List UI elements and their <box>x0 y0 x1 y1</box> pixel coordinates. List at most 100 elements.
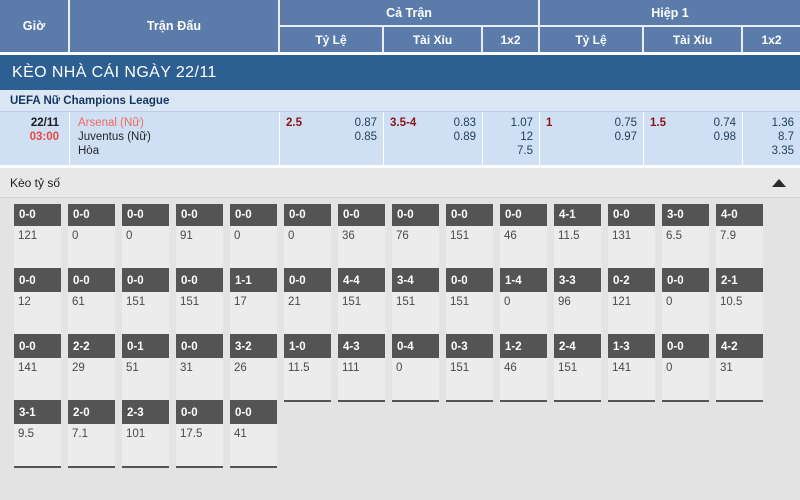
header-sub-ft-overunder[interactable]: Tài Xỉu <box>384 27 483 52</box>
score-cell[interactable]: 3-0 6.5 <box>662 204 709 270</box>
h1-1x2-odd-home[interactable]: 1.36 <box>771 117 794 129</box>
score-cell[interactable]: 0-0 121 <box>14 204 61 270</box>
score-cell[interactable]: 1-3 141 <box>608 336 655 402</box>
score-cell[interactable]: 0-0 31 <box>176 336 223 402</box>
header-sub-h1-handicap[interactable]: Tỷ Lệ <box>540 27 644 52</box>
h1-overunder-odd-2[interactable]: 0.98 <box>713 131 736 143</box>
match-kickoff-time: 03:00 <box>29 131 59 143</box>
score-cell[interactable]: 0-0 0 <box>230 204 277 270</box>
ft-overunder-line[interactable]: 3.5-4 <box>390 117 417 129</box>
caret-up-icon[interactable] <box>772 178 786 187</box>
score-cell[interactable]: 0-0 76 <box>392 204 439 270</box>
score-odd: 41 <box>234 428 247 440</box>
score-cell[interactable]: 3-4 151 <box>392 270 439 336</box>
score-chip: 0-0 <box>608 204 655 226</box>
ft-handicap-line[interactable]: 2.5 <box>286 117 302 129</box>
score-cell[interactable]: 0-0 0 <box>662 270 709 336</box>
score-cell[interactable]: 1-1 17 <box>230 270 277 336</box>
h1-overunder-line[interactable]: 1.5 <box>650 117 666 129</box>
score-cell[interactable]: 0-0 21 <box>284 270 331 336</box>
score-cell[interactable]: 0-0 12 <box>14 270 61 336</box>
ft-1x2-odd-home[interactable]: 1.07 <box>510 117 533 129</box>
score-cell[interactable]: 0-0 0 <box>662 336 709 402</box>
h1-handicap-odd-1[interactable]: 0.75 <box>614 117 637 129</box>
score-cell[interactable]: 1-4 0 <box>500 270 547 336</box>
ft-handicap-odd-1[interactable]: 0.87 <box>354 117 377 129</box>
h1-1x2-odd-away[interactable]: 8.7 <box>778 131 794 143</box>
score-cell[interactable]: 0-0 151 <box>446 270 493 336</box>
score-cell[interactable]: 0-0 151 <box>176 270 223 336</box>
score-cell[interactable]: 4-0 7.9 <box>716 204 763 270</box>
away-team-name[interactable]: Juventus (Nữ) <box>78 131 151 143</box>
score-chip: 0-3 <box>446 336 493 358</box>
ft-overunder-cell[interactable]: 3.5-4 0.83 0.89 <box>384 112 483 165</box>
score-cell[interactable]: 4-2 31 <box>716 336 763 402</box>
score-cell[interactable]: 2-2 29 <box>68 336 115 402</box>
score-odd: 91 <box>180 230 193 242</box>
score-cell[interactable]: 0-4 0 <box>392 336 439 402</box>
ft-overunder-odd-1[interactable]: 0.83 <box>453 117 476 129</box>
header-sub-h1-overunder[interactable]: Tài Xỉu <box>644 27 743 52</box>
score-cell[interactable]: 4-3 111 <box>338 336 385 402</box>
h1-handicap-cell[interactable]: 1 0.75 0.97 <box>540 112 644 165</box>
score-cell[interactable]: 1-2 46 <box>500 336 547 402</box>
score-odd: 10.5 <box>720 296 743 308</box>
score-cell[interactable]: 3-2 26 <box>230 336 277 402</box>
score-cell[interactable]: 4-4 151 <box>338 270 385 336</box>
score-cell[interactable]: 0-0 151 <box>446 204 493 270</box>
league-name[interactable]: UEFA Nữ Champions League <box>0 90 800 112</box>
score-cell[interactable]: 3-1 9.5 <box>14 402 61 468</box>
score-odd: 151 <box>396 296 416 308</box>
h1-overunder-odd-1[interactable]: 0.74 <box>713 117 736 129</box>
score-chip: 2-2 <box>68 336 115 358</box>
score-cell[interactable]: 0-2 121 <box>608 270 655 336</box>
header-sub-h1-1x2[interactable]: 1x2 <box>761 32 782 47</box>
score-cell[interactable]: 0-3 151 <box>446 336 493 402</box>
score-cell[interactable]: 2-4 151 <box>554 336 601 402</box>
match-row[interactable]: 22/11 03:00 Arsenal (Nữ) Juventus (Nữ) H… <box>0 112 800 168</box>
ft-overunder-odd-2[interactable]: 0.89 <box>453 131 476 143</box>
score-grid-row: 0-0 12 0-0 61 0-0 151 0-0 151 1-1 17 0-0 21 4-4 151 3-… <box>14 270 800 336</box>
home-team-name[interactable]: Arsenal (Nữ) <box>78 117 144 129</box>
ft-1x2-cell[interactable]: 1.07 12 7.5 <box>483 112 540 165</box>
score-odd: 0 <box>666 296 673 308</box>
score-odd: 0 <box>72 230 79 242</box>
score-cell[interactable]: 0-0 17.5 <box>176 402 223 468</box>
h1-overunder-cell[interactable]: 1.5 0.74 0.98 <box>644 112 743 165</box>
score-cell[interactable]: 0-0 61 <box>68 270 115 336</box>
h1-handicap-line[interactable]: 1 <box>546 117 553 129</box>
score-cell[interactable]: 2-1 10.5 <box>716 270 763 336</box>
score-cell[interactable]: 0-0 91 <box>176 204 223 270</box>
h1-1x2-cell[interactable]: 1.36 8.7 3.35 <box>743 112 800 165</box>
score-cell[interactable]: 0-0 0 <box>68 204 115 270</box>
score-cell[interactable]: 0-0 0 <box>284 204 331 270</box>
ft-handicap-odd-2[interactable]: 0.85 <box>354 131 377 143</box>
score-cell[interactable]: 0-0 151 <box>122 270 169 336</box>
score-chip: 3-1 <box>14 402 61 424</box>
score-odd: 29 <box>72 362 85 374</box>
score-cell[interactable]: 0-0 0 <box>122 204 169 270</box>
score-odd: 151 <box>180 296 200 308</box>
score-cell[interactable]: 0-0 36 <box>338 204 385 270</box>
score-cell[interactable]: 3-3 96 <box>554 270 601 336</box>
score-cell-empty <box>338 402 385 468</box>
correct-score-bar: Kèo tỷ số <box>0 168 800 198</box>
score-cell[interactable]: 0-0 41 <box>230 402 277 468</box>
ft-1x2-odd-away[interactable]: 12 <box>520 131 533 143</box>
score-odd: 31 <box>180 362 193 374</box>
score-cell[interactable]: 2-0 7.1 <box>68 402 115 468</box>
header-sub-ft-handicap[interactable]: Tỷ Lệ <box>280 27 384 52</box>
score-cell[interactable]: 4-1 11.5 <box>554 204 601 270</box>
score-chip: 0-0 <box>68 204 115 226</box>
score-cell[interactable]: 1-0 11.5 <box>284 336 331 402</box>
ft-1x2-odd-draw[interactable]: 7.5 <box>517 145 533 157</box>
score-cell[interactable]: 0-1 51 <box>122 336 169 402</box>
score-cell[interactable]: 0-0 46 <box>500 204 547 270</box>
score-cell[interactable]: 2-3 101 <box>122 402 169 468</box>
h1-handicap-odd-2[interactable]: 0.97 <box>614 131 637 143</box>
h1-1x2-odd-draw[interactable]: 3.35 <box>771 145 794 157</box>
header-sub-ft-1x2[interactable]: 1x2 <box>500 32 521 47</box>
ft-handicap-cell[interactable]: 2.5 0.87 0.85 <box>280 112 384 165</box>
score-cell[interactable]: 0-0 131 <box>608 204 655 270</box>
score-cell[interactable]: 0-0 141 <box>14 336 61 402</box>
